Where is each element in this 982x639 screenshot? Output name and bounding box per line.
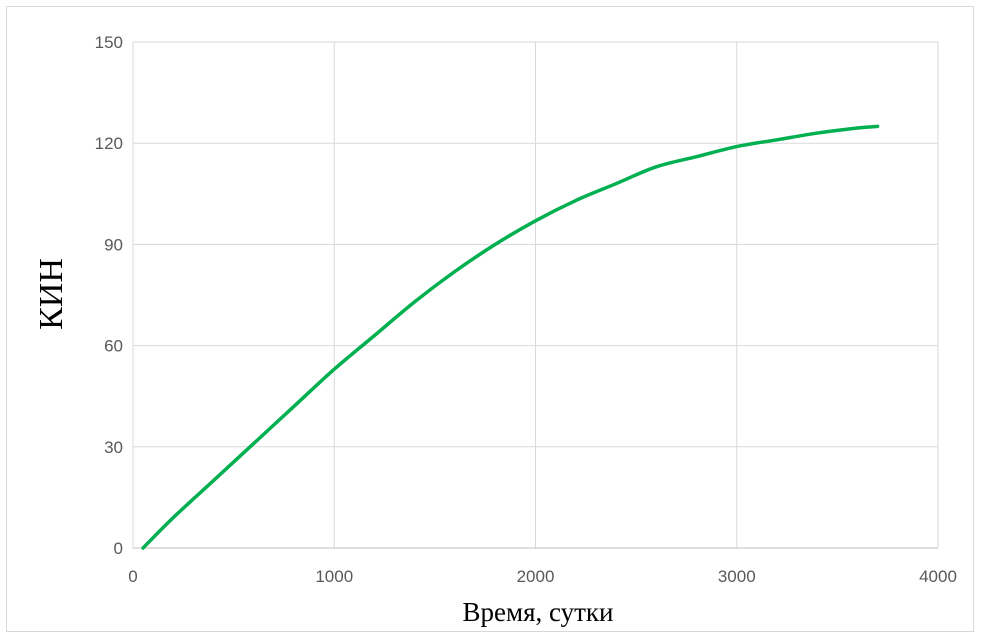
y-axis-title: КИН — [33, 258, 70, 330]
x-tick-label: 0 — [128, 567, 137, 586]
y-tick-label: 0 — [114, 539, 123, 558]
y-tick-label: 120 — [95, 134, 123, 153]
y-tick-label: 30 — [104, 438, 123, 457]
series-line — [141, 124, 880, 550]
x-axis-title: Время, сутки — [463, 597, 614, 627]
chart-frame — [6, 6, 974, 632]
y-tick-label: 60 — [104, 337, 123, 356]
x-tick-label: 4000 — [919, 567, 957, 586]
axes — [132, 42, 938, 549]
x-tick-label: 1000 — [315, 567, 353, 586]
y-tick-label: 150 — [95, 33, 123, 52]
y-tick-labels: 0 30 60 90 120 150 — [95, 33, 123, 558]
x-tick-label: 2000 — [517, 567, 555, 586]
series — [141, 124, 880, 550]
y-tick-label: 90 — [104, 235, 123, 254]
x-tick-label: 3000 — [718, 567, 756, 586]
x-tick-labels: 0 1000 2000 3000 4000 — [128, 567, 957, 586]
gridlines — [133, 41, 939, 548]
